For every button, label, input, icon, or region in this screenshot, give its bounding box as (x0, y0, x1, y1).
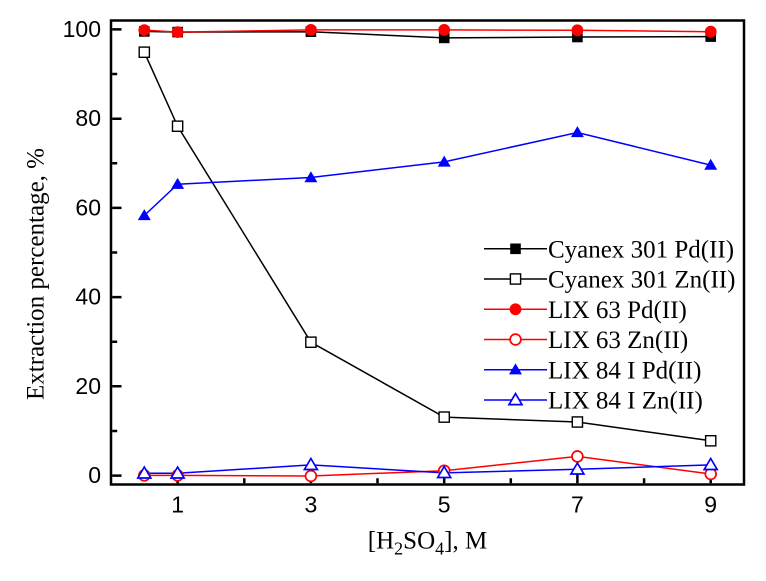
svg-text:1: 1 (171, 492, 184, 518)
svg-text:80: 80 (75, 105, 101, 131)
svg-text:LIX 84 I Zn(II): LIX 84 I Zn(II) (548, 388, 703, 415)
svg-text:3: 3 (305, 492, 318, 518)
svg-text:40: 40 (75, 284, 101, 310)
svg-text:LIX 84 I Pd(II): LIX 84 I Pd(II) (548, 357, 701, 384)
svg-text:[H2SO4], M: [H2SO4], M (368, 528, 487, 559)
svg-text:5: 5 (438, 492, 451, 518)
svg-text:100: 100 (63, 16, 101, 42)
svg-text:LIX 63 Pd(II): LIX 63 Pd(II) (548, 297, 687, 324)
svg-text:LIX 63 Zn(II): LIX 63 Zn(II) (548, 327, 688, 354)
svg-text:Cyanex 301 Zn(II): Cyanex 301 Zn(II) (548, 267, 735, 294)
svg-text:60: 60 (75, 194, 101, 220)
svg-text:9: 9 (704, 492, 717, 518)
svg-text:Extraction percentage, %: Extraction percentage, % (23, 148, 50, 400)
svg-text:Cyanex 301 Pd(II): Cyanex 301 Pd(II) (548, 236, 734, 263)
svg-text:7: 7 (571, 492, 584, 518)
svg-text:20: 20 (75, 373, 101, 399)
svg-text:0: 0 (88, 462, 101, 488)
